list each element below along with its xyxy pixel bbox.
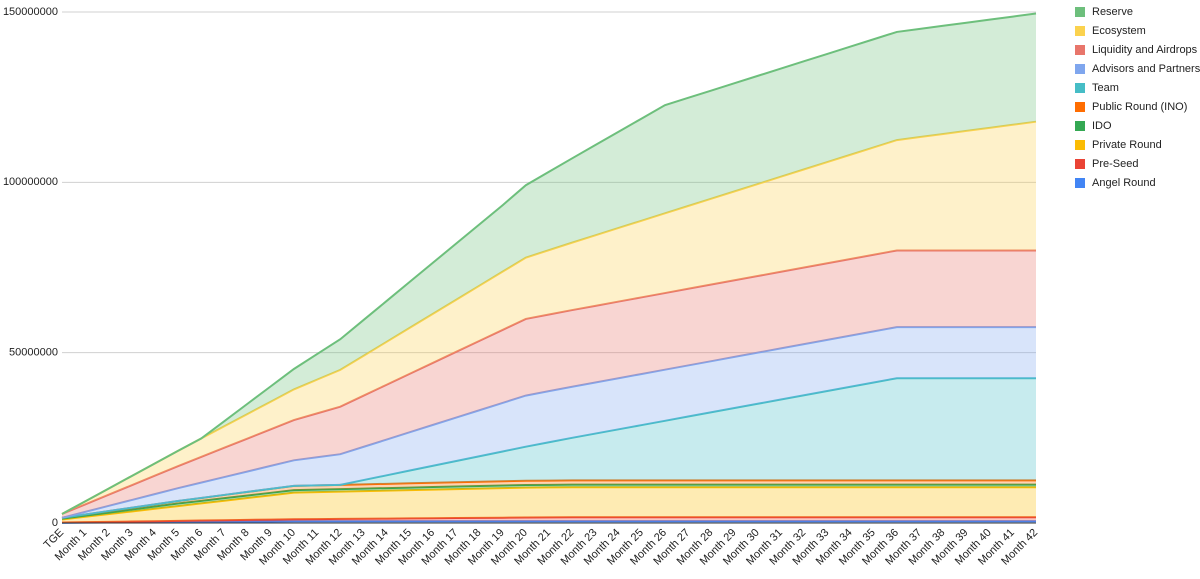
area-fill <box>62 327 1036 518</box>
area-line <box>61 326 1036 519</box>
y-tick-label: 100000000 <box>3 176 58 188</box>
legend-label: Liquidity and Airdrops <box>1092 44 1198 56</box>
area-line <box>61 120 1037 515</box>
area-line <box>61 520 1036 524</box>
legend-swatch <box>1075 121 1085 131</box>
area-fill <box>62 250 1036 518</box>
legend-label: Team <box>1092 82 1119 94</box>
area-line <box>61 516 1036 524</box>
area-fill <box>62 13 1036 514</box>
legend-label: Public Round (INO) <box>1092 101 1187 113</box>
y-tick-label: 50000000 <box>9 347 58 359</box>
area-fill <box>62 121 1036 514</box>
legend-label: IDO <box>1092 120 1112 132</box>
y-tick-label: 0 <box>52 517 58 529</box>
legend-swatch <box>1075 45 1085 55</box>
legend-swatch <box>1075 178 1085 188</box>
legend-swatch <box>1075 26 1085 36</box>
legend-swatch <box>1075 102 1085 112</box>
legend-label: Angel Round <box>1092 177 1156 189</box>
legend-swatch <box>1075 83 1085 93</box>
legend-swatch <box>1075 140 1085 150</box>
legend-label: Private Round <box>1092 139 1162 151</box>
legend-swatch <box>1075 64 1085 74</box>
legend-label: Ecosystem <box>1092 25 1146 37</box>
area-line <box>61 249 1036 515</box>
area-fill <box>62 480 1036 519</box>
area-fill <box>62 378 1036 518</box>
area-line <box>61 377 1036 519</box>
legend-swatch <box>1075 159 1085 169</box>
area-line <box>61 483 1036 520</box>
legend-label: Reserve <box>1092 6 1133 18</box>
area-fill <box>62 517 1036 523</box>
area-line <box>61 12 1037 515</box>
area-line <box>61 486 1036 521</box>
area-fill <box>62 487 1036 523</box>
legend-label: Advisors and Partners <box>1092 63 1200 75</box>
legend-label: Pre-Seed <box>1092 158 1138 170</box>
y-tick-label: 150000000 <box>3 6 58 18</box>
legend-swatch <box>1075 7 1085 17</box>
